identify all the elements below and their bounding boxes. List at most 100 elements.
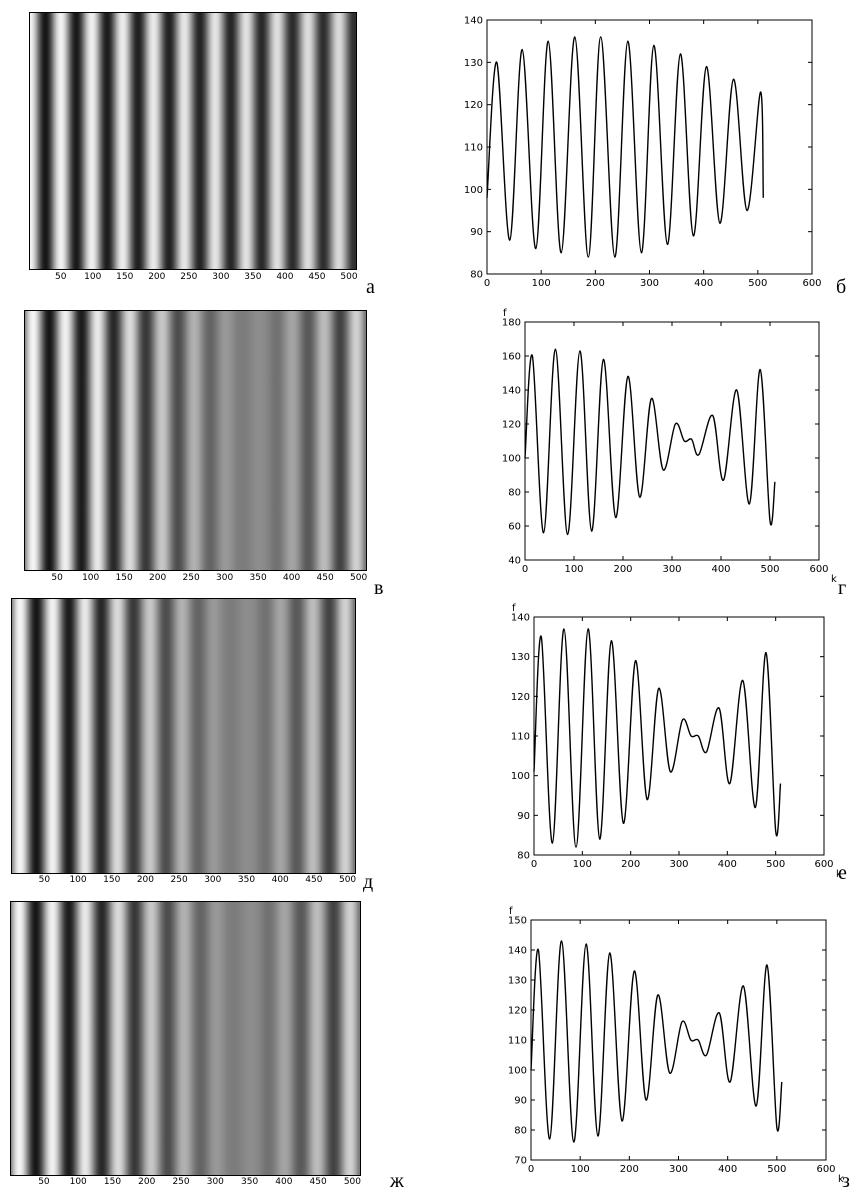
stripe-image-a <box>29 12 357 270</box>
stripe-xtick-label: 450 <box>316 573 334 583</box>
x-tick-label: 100 <box>532 278 551 289</box>
x-tick-label: 600 <box>802 278 821 289</box>
stripe-xtick-label: 350 <box>249 573 267 583</box>
stripe-xtick-label: 250 <box>172 1177 190 1187</box>
panel-letter-v: в <box>374 577 384 599</box>
stripe-xtick-label: 500 <box>340 272 358 282</box>
panel-letter-b: б <box>836 276 847 298</box>
stripe-xtick-label: 300 <box>212 272 230 282</box>
x-tick-label: 400 <box>718 1164 737 1175</box>
stripe-xtick-label: 450 <box>309 1177 327 1187</box>
line-chart-z: 70 80 90 100 110 120 130 140 150 0 100 200 300 400 500… <box>508 906 844 1185</box>
y-tick-label: 90 <box>470 227 483 238</box>
stripe-xtick-label: 50 <box>51 573 63 583</box>
x-tick-label: 0 <box>531 859 537 870</box>
stripe-xtick-label: 400 <box>271 875 289 885</box>
x-tick-label: 400 <box>694 278 713 289</box>
stripe-xtick-label: 200 <box>148 272 166 282</box>
y-tick-label: 150 <box>508 916 527 927</box>
stripe-xtick-label: 400 <box>283 573 301 583</box>
plot-frame <box>486 19 813 275</box>
y-tick-label: 130 <box>511 652 530 663</box>
x-tick-label: 300 <box>640 278 659 289</box>
x-tick-label: 500 <box>760 564 779 575</box>
x-tick-label: 200 <box>621 859 640 870</box>
series-line <box>486 36 764 258</box>
y-tick-label: 120 <box>502 420 521 431</box>
x-axis-label: k <box>836 869 842 880</box>
stripe-xtick-label: 150 <box>103 1177 122 1187</box>
stripe-xtick-label: 300 <box>206 1177 224 1187</box>
y-tick-label: 120 <box>464 100 483 111</box>
stripe-xtick-label: 350 <box>244 272 262 282</box>
stripe-image-zh <box>10 901 361 1176</box>
x-tick-label: 500 <box>766 859 785 870</box>
y-tick-label: 100 <box>508 1066 527 1077</box>
x-tick-label: 600 <box>809 564 828 575</box>
y-tick-label: 70 <box>514 1156 527 1167</box>
stripe-xtick-label: 500 <box>338 875 357 885</box>
stripe-xtick-label: 200 <box>149 573 167 583</box>
y-tick-label: 130 <box>464 58 483 69</box>
stripe-xtick-label: 250 <box>170 875 188 885</box>
stripe-xtick-label: 300 <box>204 875 222 885</box>
y-axis-label: f <box>509 906 513 917</box>
panel-letter-a: а <box>366 276 375 298</box>
y-axis-label: f <box>503 308 507 319</box>
stripe-xtick-label: 100 <box>82 573 100 583</box>
stripe-xtick-label: 400 <box>275 1177 293 1187</box>
x-tick-label: 400 <box>711 564 730 575</box>
stripe-xtick-label: 150 <box>103 875 121 885</box>
stripe-xtick-label: 500 <box>343 1177 362 1187</box>
series-line <box>533 628 782 848</box>
stripe-xtick-label: 100 <box>84 272 102 282</box>
x-tick-label: 200 <box>613 564 632 575</box>
x-tick-label: 600 <box>814 859 833 870</box>
stripe-xtick-label: 50 <box>38 1177 50 1187</box>
y-tick-label: 60 <box>508 522 521 533</box>
series-line <box>524 348 776 536</box>
stripe-xtick-label: 250 <box>180 272 198 282</box>
x-tick-label: 600 <box>816 1164 835 1175</box>
x-tick-label: 500 <box>748 278 767 289</box>
x-tick-label: 300 <box>669 1164 688 1175</box>
x-tick-label: 500 <box>767 1164 786 1175</box>
y-tick-label: 110 <box>464 143 483 154</box>
x-tick-label: 200 <box>620 1164 639 1175</box>
stripe-xtick-label: 450 <box>305 875 323 885</box>
stripe-xtick-label: 350 <box>241 1177 259 1187</box>
stripe-xtick-label: 150 <box>115 573 133 583</box>
x-tick-label: 400 <box>718 859 737 870</box>
line-chart-e: 80 90 100 110 120 130 140 0 100 200 300 400 500 600 f k <box>511 603 842 880</box>
y-tick-label: 160 <box>502 352 521 363</box>
line-chart-b: 80 90 100 110 120 130 140 0 100 200 300 400 500 600 <box>464 16 822 290</box>
y-tick-label: 100 <box>511 771 530 782</box>
y-axis-label: f <box>512 603 516 614</box>
panel-letter-d: д <box>363 871 374 893</box>
y-tick-label: 140 <box>464 16 483 27</box>
x-tick-label: 300 <box>669 859 688 870</box>
stripe-xtick-label: 450 <box>308 272 326 282</box>
stripe-xtick-label: 150 <box>116 272 134 282</box>
stripe-xtick-label: 100 <box>69 875 87 885</box>
stripe-xtick-label: 200 <box>138 1177 156 1187</box>
stripe-xtick-label: 100 <box>69 1177 87 1187</box>
x-tick-label: 0 <box>484 278 490 289</box>
stripe-xtick-label: 50 <box>38 875 51 885</box>
y-tick-label: 140 <box>511 613 530 624</box>
y-tick-label: 80 <box>470 270 483 281</box>
y-tick-label: 80 <box>514 1126 527 1137</box>
panel-letter-g: г <box>838 577 847 599</box>
stripe-xtick-label: 350 <box>237 875 256 885</box>
stripe-image-d <box>11 598 356 874</box>
panel-letter-e: е <box>838 862 847 884</box>
x-axis-label: k <box>831 574 837 585</box>
stripe-xtick-label: 250 <box>182 573 200 583</box>
y-tick-label: 120 <box>508 1006 527 1017</box>
y-tick-label: 100 <box>502 454 521 465</box>
stripe-xtick-label: 50 <box>54 272 67 282</box>
x-tick-label: 0 <box>528 1164 534 1175</box>
y-tick-label: 110 <box>511 732 530 743</box>
x-axis-label: k <box>838 1174 844 1185</box>
y-tick-label: 180 <box>502 318 521 329</box>
